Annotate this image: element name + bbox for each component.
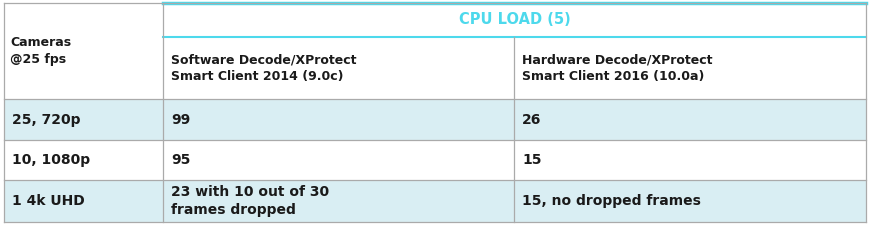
Text: Cameras
@25 fps: Cameras @25 fps <box>10 36 71 66</box>
Text: 1 4k UHD: 1 4k UHD <box>12 194 84 208</box>
Text: 99: 99 <box>171 113 190 127</box>
Text: CPU LOAD (5): CPU LOAD (5) <box>458 12 570 27</box>
Text: Software Decode/XProtect
Smart Client 2014 (9.0c): Software Decode/XProtect Smart Client 20… <box>171 53 356 83</box>
Bar <box>163 99 514 140</box>
Bar <box>4 99 163 140</box>
Bar <box>4 180 163 222</box>
Bar <box>4 140 163 180</box>
Bar <box>163 140 514 180</box>
Text: 10, 1080p: 10, 1080p <box>12 153 90 167</box>
Bar <box>4 37 163 99</box>
Text: 15, no dropped frames: 15, no dropped frames <box>521 194 700 208</box>
Bar <box>163 3 865 37</box>
Text: 25, 720p: 25, 720p <box>12 113 81 127</box>
Text: 95: 95 <box>171 153 190 167</box>
Bar <box>4 3 163 37</box>
Text: 23 with 10 out of 30
frames dropped: 23 with 10 out of 30 frames dropped <box>171 185 329 217</box>
Bar <box>514 140 865 180</box>
Bar <box>514 180 865 222</box>
Text: 15: 15 <box>521 153 541 167</box>
Bar <box>163 37 514 99</box>
Bar <box>163 180 514 222</box>
Bar <box>514 99 865 140</box>
Bar <box>514 37 865 99</box>
Text: 26: 26 <box>521 113 541 127</box>
Text: Hardware Decode/XProtect
Smart Client 2016 (10.0a): Hardware Decode/XProtect Smart Client 20… <box>521 53 712 83</box>
